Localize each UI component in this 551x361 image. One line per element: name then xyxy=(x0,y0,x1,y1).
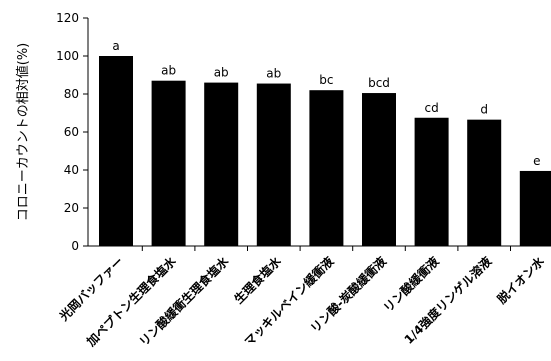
y-tick-label: 60 xyxy=(64,125,79,139)
bar xyxy=(99,56,133,246)
significance-label: a xyxy=(112,39,119,53)
bar xyxy=(362,93,396,246)
significance-label: ab xyxy=(214,66,229,80)
significance-label: ab xyxy=(266,67,281,81)
y-tick-label: 40 xyxy=(64,163,79,177)
category-label: 1/4強度リンゲル溶液 xyxy=(401,254,494,347)
significance-label: bc xyxy=(319,73,333,87)
y-tick-label: 100 xyxy=(56,49,79,63)
bars xyxy=(99,56,551,246)
y-axis-label: コロニーカウントの相対値(%) xyxy=(15,43,31,222)
bar xyxy=(519,170,551,246)
category-label: 脱イオン水 xyxy=(494,253,548,307)
bar xyxy=(414,117,449,246)
significance-label: e xyxy=(533,154,540,168)
bar xyxy=(151,80,186,246)
y-tick-label: 20 xyxy=(64,201,79,215)
significance-label: cd xyxy=(424,101,438,115)
bar xyxy=(204,82,239,246)
y-tick-label: 120 xyxy=(56,11,79,25)
y-tick-label: 80 xyxy=(64,87,79,101)
category-label: マッキルベイン緩衝液 xyxy=(241,254,336,349)
category-label: 生理食塩水 xyxy=(231,253,285,307)
significance-label: bcd xyxy=(368,76,390,90)
significance-label: d xyxy=(480,103,488,117)
category-label: 加ペプトン生理食塩水 xyxy=(83,253,180,350)
bar xyxy=(256,83,291,246)
bar xyxy=(309,90,344,246)
significance-label: ab xyxy=(161,64,176,78)
y-tick-label: 0 xyxy=(71,239,79,253)
bar xyxy=(467,119,502,246)
axes: 0 20 40 60 80 100 120 コロニーカウントの相対値(%) xyxy=(15,11,551,253)
category-label: リン酸緩衝生理食塩水 xyxy=(136,253,232,349)
